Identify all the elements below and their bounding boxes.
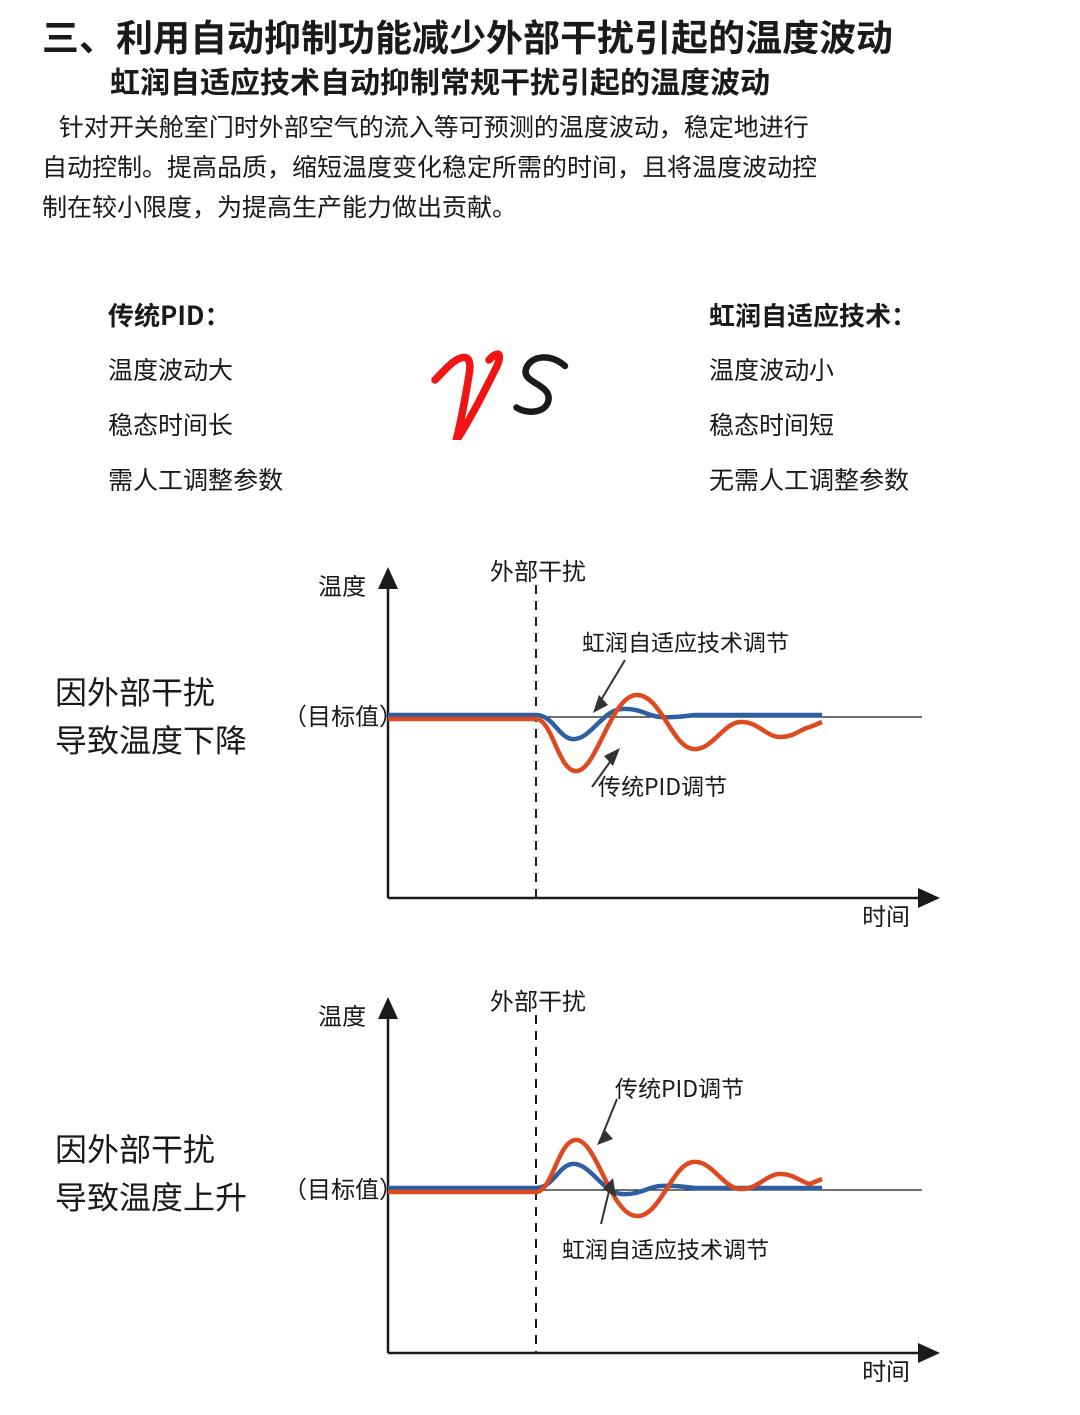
svg-text:（目标值）: （目标值） — [283, 1170, 403, 1205]
svg-text:虹润自适应技术调节: 虹润自适应技术调节 — [562, 1231, 769, 1265]
svg-text:外部干扰: 外部干扰 — [490, 555, 586, 587]
svg-text:外部干扰: 外部干扰 — [490, 982, 586, 1017]
svg-text:温度: 温度 — [318, 567, 366, 602]
svg-text:（目标值）: （目标值） — [283, 697, 403, 732]
svg-text:温度: 温度 — [318, 997, 366, 1032]
svg-text:虹润自适应技术调节: 虹润自适应技术调节 — [582, 624, 789, 658]
svg-text:传统PID调节: 传统PID调节 — [598, 768, 727, 802]
svg-text:时间: 时间 — [862, 897, 910, 932]
svg-text:传统PID调节: 传统PID调节 — [615, 1070, 744, 1104]
svg-text:时间: 时间 — [862, 1352, 910, 1387]
